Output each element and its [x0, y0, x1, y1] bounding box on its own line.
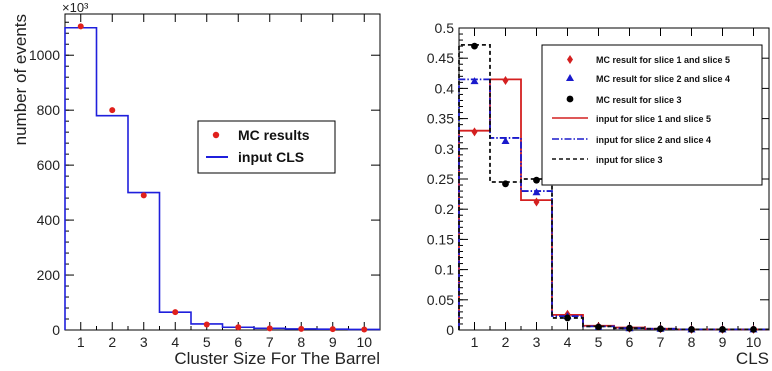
left-y-tick-label: 200: [37, 267, 61, 283]
left-y-tick-label: 800: [37, 102, 61, 118]
left-chart-panel: ×10³ number of events Cluster Size For T…: [11, 0, 381, 368]
left-point-mc-results: [235, 324, 242, 331]
left-point-mc-results: [298, 325, 305, 332]
left-legend: MC results input CLS: [197, 120, 336, 174]
legend-label-mc-slice-2-4: MC result for slice 2 and slice 4: [596, 74, 730, 84]
left-y-tick-label: 600: [37, 157, 61, 173]
right-point-mc-result-for-slice-2-and-slice-4: [532, 188, 541, 196]
left-point-mc-results: [109, 107, 116, 114]
right-y-tick-label: 0: [446, 322, 454, 338]
right-y-tick-label: 0.25: [427, 171, 454, 187]
left-x-tick-label: 5: [203, 334, 211, 350]
right-y-tick-label: 0.3: [435, 141, 455, 157]
right-x-tick-label: 6: [626, 334, 634, 350]
legend-marker-mc-slice-2-4: [566, 74, 574, 81]
right-x-tick-label: 7: [657, 334, 665, 350]
right-point-mc-result-for-slice-3: [688, 325, 695, 333]
legend-label-mc-slice-3: MC result for slice 3: [596, 95, 682, 105]
right-x-tick-label: 2: [502, 334, 510, 350]
right-point-mc-result-for-slice-3: [657, 325, 664, 333]
legend-marker-mc-results: [212, 131, 220, 139]
right-x-tick-label: 9: [719, 334, 727, 350]
left-point-mc-results: [266, 325, 273, 332]
left-point-mc-results: [361, 326, 368, 333]
right-legend: MC result for slice 1 and slice 5 MC res…: [541, 44, 763, 186]
right-x-tick-label: 5: [595, 334, 603, 350]
legend-marker-mc-slice-1-5: [567, 55, 573, 64]
left-series-input-cls: [64, 26, 380, 331]
right-series-input-for-slice-3: [458, 44, 769, 331]
right-y-tick-label: 0.15: [427, 231, 454, 247]
right-point-mc-result-for-slice-2-and-slice-4: [501, 136, 510, 144]
right-point-mc-result-for-slice-3: [533, 176, 540, 184]
right-point-mc-result-for-slice-3: [564, 314, 571, 322]
left-x-tick-label: 7: [266, 334, 274, 350]
right-point-mc-result-for-slice-3: [502, 180, 509, 188]
left-point-mc-results: [140, 192, 147, 199]
left-plot-data: [64, 23, 380, 333]
left-y-multiplier: ×10³: [62, 0, 89, 15]
right-point-mc-result-for-slice-3: [626, 324, 633, 332]
right-y-tick-label: 0.5: [435, 20, 455, 36]
right-point-mc-result-for-slice-1-and-slice-5: [502, 76, 509, 86]
right-point-mc-result-for-slice-2-and-slice-4: [470, 77, 479, 85]
left-legend-box: [197, 120, 336, 174]
right-x-tick-label: 4: [564, 334, 572, 350]
legend-label-input-cls: input CLS: [238, 149, 304, 165]
right-point-mc-result-for-slice-3: [719, 325, 726, 333]
left-y-tick-label: 1000: [29, 47, 60, 63]
right-y-tick-label: 0.2: [435, 201, 455, 217]
right-x-axis-title: CLS: [736, 349, 769, 368]
left-x-tick-label: 2: [108, 334, 116, 350]
right-y-tick-label: 0.45: [427, 50, 454, 66]
right-point-mc-result-for-slice-3: [750, 325, 757, 333]
left-point-mc-results: [329, 326, 336, 333]
left-x-tick-label: 8: [297, 334, 305, 350]
right-point-mc-result-for-slice-1-and-slice-5: [533, 197, 540, 207]
right-y-tick-label: 0.4: [435, 80, 455, 96]
right-plot-data: [458, 42, 769, 334]
legend-marker-mc-slice-3: [566, 95, 574, 103]
left-point-mc-results: [77, 23, 84, 30]
right-y-tick-label: 0.35: [427, 111, 454, 127]
legend-label-input-slice-2-4: input for slice 2 and slice 4: [596, 135, 711, 145]
left-y-axis-title: number of events: [11, 14, 30, 145]
right-x-tick-label: 8: [688, 334, 696, 350]
legend-label-input-slice-1-5: input for slice 1 and slice 5: [596, 114, 711, 124]
left-point-mc-results: [172, 309, 179, 316]
legend-label-input-slice-3: input for slice 3: [596, 155, 663, 165]
right-legend-box: [541, 44, 763, 186]
left-x-tick-label: 9: [329, 334, 337, 350]
left-axis-ticks: 1 2 3 4 5 6 7 8 9 10 0 200 400 600 800 1000: [29, 14, 381, 350]
right-x-tick-label: 1: [471, 334, 479, 350]
right-point-mc-result-for-slice-3: [471, 42, 478, 50]
left-x-tick-label: 4: [171, 334, 179, 350]
left-x-axis-title: Cluster Size For The Barrel: [174, 349, 380, 368]
right-x-tick-label: 3: [533, 334, 541, 350]
left-x-tick-label: 6: [234, 334, 242, 350]
right-point-mc-result-for-slice-3: [595, 323, 602, 331]
legend-label-mc-slice-1-5: MC result for slice 1 and slice 5: [596, 55, 730, 65]
left-y-tick-label: 0: [52, 322, 60, 338]
right-x-tick-label: 10: [746, 334, 762, 350]
right-y-tick-label: 0.1: [435, 262, 455, 278]
right-chart-panel: CLS 1 2 3 4 5 6 7 8 9 10 0 0.05 0.1 0.15 0.2 0.25 0.3 0.3…: [427, 20, 770, 368]
right-y-tick-label: 0.05: [427, 292, 454, 308]
left-x-tick-label: 3: [140, 334, 148, 350]
left-point-mc-results: [203, 321, 210, 328]
right-point-mc-result-for-slice-1-and-slice-5: [471, 127, 478, 137]
left-x-tick-label: 1: [77, 334, 85, 350]
legend-label-mc-results: MC results: [238, 127, 310, 143]
left-y-tick-label: 400: [37, 212, 61, 228]
left-x-tick-label: 10: [356, 334, 372, 350]
